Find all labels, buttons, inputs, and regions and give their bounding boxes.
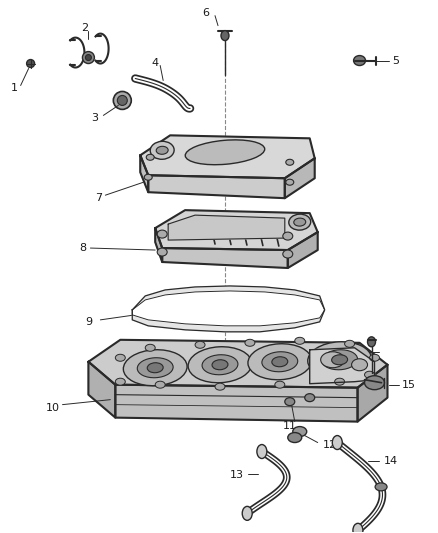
Ellipse shape xyxy=(157,230,167,238)
Ellipse shape xyxy=(345,340,355,348)
Ellipse shape xyxy=(117,95,127,106)
Ellipse shape xyxy=(375,483,387,491)
Polygon shape xyxy=(168,215,285,240)
Ellipse shape xyxy=(242,506,252,520)
Ellipse shape xyxy=(113,92,131,109)
Polygon shape xyxy=(88,340,388,387)
Ellipse shape xyxy=(115,354,125,361)
Text: 3: 3 xyxy=(91,114,98,123)
Text: 12: 12 xyxy=(323,440,337,449)
Polygon shape xyxy=(155,228,162,262)
Ellipse shape xyxy=(221,30,229,41)
Ellipse shape xyxy=(289,214,311,230)
Ellipse shape xyxy=(147,363,163,373)
Text: 10: 10 xyxy=(46,402,60,413)
Ellipse shape xyxy=(305,394,314,402)
Ellipse shape xyxy=(285,398,295,406)
Ellipse shape xyxy=(293,426,307,437)
Ellipse shape xyxy=(295,337,305,344)
Ellipse shape xyxy=(124,350,187,386)
Polygon shape xyxy=(88,362,115,417)
Ellipse shape xyxy=(283,232,293,240)
Ellipse shape xyxy=(145,344,155,351)
Polygon shape xyxy=(115,385,357,422)
Ellipse shape xyxy=(257,445,267,458)
Ellipse shape xyxy=(294,218,306,226)
Ellipse shape xyxy=(156,146,168,154)
Ellipse shape xyxy=(286,159,294,165)
Ellipse shape xyxy=(370,354,379,361)
Ellipse shape xyxy=(150,141,174,159)
Polygon shape xyxy=(288,232,318,268)
Ellipse shape xyxy=(195,341,205,348)
Ellipse shape xyxy=(202,355,238,375)
Ellipse shape xyxy=(332,355,348,365)
Text: 16: 16 xyxy=(348,343,361,353)
Text: 14: 14 xyxy=(384,456,398,466)
Ellipse shape xyxy=(275,381,285,388)
Text: 4: 4 xyxy=(152,58,159,68)
Polygon shape xyxy=(310,348,374,384)
Ellipse shape xyxy=(146,154,154,160)
Text: 1: 1 xyxy=(11,84,18,93)
Ellipse shape xyxy=(353,523,363,533)
Text: 11: 11 xyxy=(283,421,297,431)
Ellipse shape xyxy=(283,250,293,258)
Ellipse shape xyxy=(364,371,374,378)
Ellipse shape xyxy=(212,360,228,370)
Ellipse shape xyxy=(245,340,255,346)
Text: 5: 5 xyxy=(392,55,399,66)
Polygon shape xyxy=(132,286,325,332)
Ellipse shape xyxy=(137,358,173,378)
Ellipse shape xyxy=(155,381,165,388)
Text: 2: 2 xyxy=(81,22,88,33)
Ellipse shape xyxy=(308,342,371,378)
Ellipse shape xyxy=(144,174,152,180)
Ellipse shape xyxy=(185,140,265,165)
Ellipse shape xyxy=(82,52,95,63)
Polygon shape xyxy=(285,158,314,198)
Ellipse shape xyxy=(364,376,385,390)
Ellipse shape xyxy=(288,433,302,442)
Text: 7: 7 xyxy=(95,193,102,203)
Polygon shape xyxy=(162,248,288,268)
Ellipse shape xyxy=(188,347,252,383)
Text: 13: 13 xyxy=(230,471,244,480)
Text: 8: 8 xyxy=(79,243,86,253)
Polygon shape xyxy=(132,291,325,326)
Polygon shape xyxy=(155,210,318,250)
Ellipse shape xyxy=(272,357,288,367)
Ellipse shape xyxy=(286,179,294,185)
Polygon shape xyxy=(140,135,314,178)
Ellipse shape xyxy=(352,359,367,371)
Ellipse shape xyxy=(115,378,125,385)
Ellipse shape xyxy=(335,378,345,385)
Ellipse shape xyxy=(248,344,312,379)
Ellipse shape xyxy=(321,350,357,370)
Ellipse shape xyxy=(157,248,167,256)
Text: 9: 9 xyxy=(85,317,92,327)
Text: 15: 15 xyxy=(401,379,415,390)
Ellipse shape xyxy=(85,54,92,61)
Ellipse shape xyxy=(353,55,366,66)
Ellipse shape xyxy=(215,383,225,390)
Ellipse shape xyxy=(321,352,345,368)
Ellipse shape xyxy=(27,60,35,68)
Ellipse shape xyxy=(367,337,375,347)
Polygon shape xyxy=(148,175,285,198)
Polygon shape xyxy=(357,365,388,422)
Ellipse shape xyxy=(332,435,342,449)
Polygon shape xyxy=(140,155,148,192)
Text: 6: 6 xyxy=(202,7,209,18)
Ellipse shape xyxy=(262,352,298,372)
